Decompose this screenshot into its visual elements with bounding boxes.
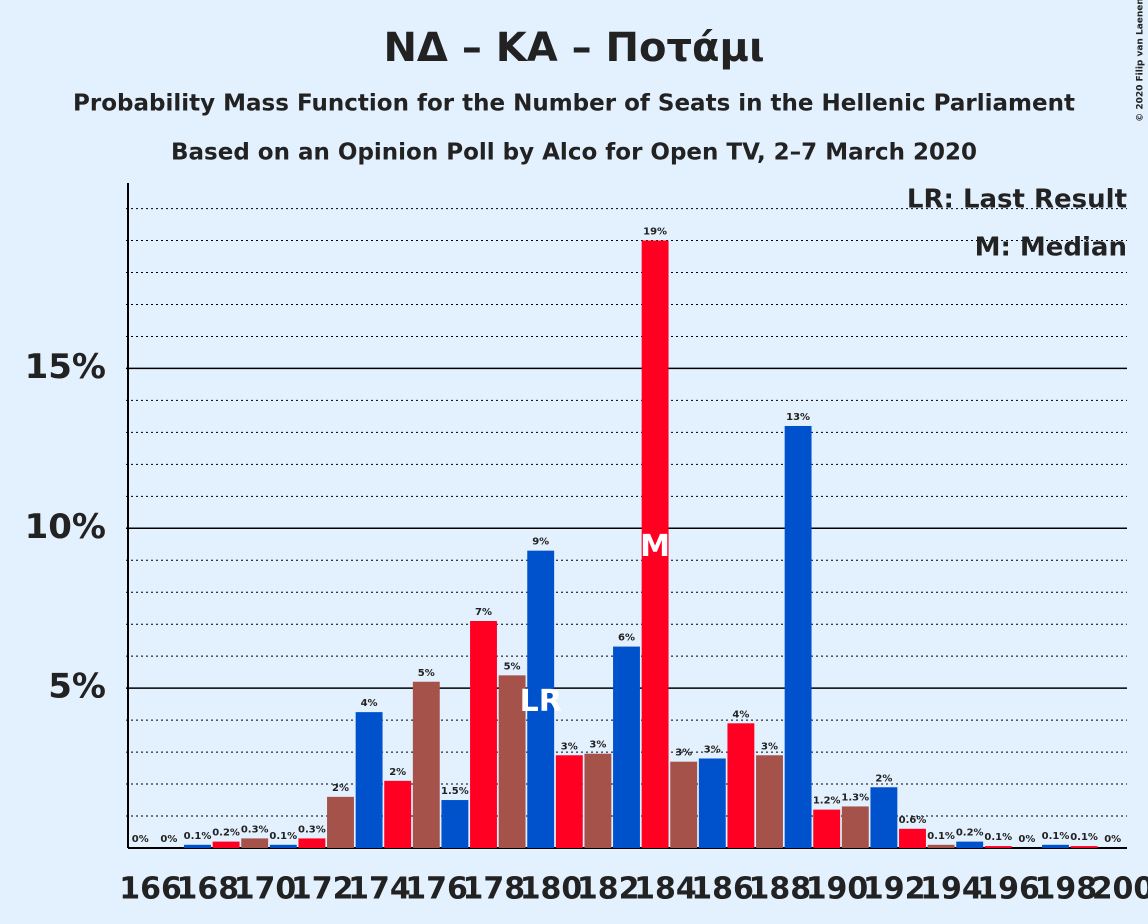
bar [984,846,1012,848]
value-label: 1.5% [441,786,469,797]
copyright: © 2020 Filip van Laenen [1136,0,1146,122]
value-label: 3% [589,740,606,751]
bar [327,796,354,848]
bar [956,841,984,848]
bar [927,844,955,848]
value-label: 13% [786,412,810,423]
bar [756,755,783,848]
bar [698,758,726,848]
x-tick-label: 182 [577,872,640,907]
bar [298,838,326,848]
value-label: 5% [504,661,521,672]
bar [613,646,640,848]
x-tick-label: 178 [462,872,525,907]
x-tick-label: 186 [691,872,754,907]
bar [641,240,669,848]
bar [384,780,412,848]
value-label: 4% [732,709,749,720]
bar [241,838,269,848]
x-tick-label: 190 [806,872,869,907]
bar [184,844,211,848]
value-label: 2% [875,773,892,784]
x-tick-label: 194 [920,872,983,907]
bar [555,755,583,848]
x-tick-label: 172 [291,872,354,907]
bar [441,800,469,848]
bar [527,550,555,848]
bar [355,712,383,848]
x-tick-label: 180 [520,872,583,907]
bar [727,723,755,848]
value-label: 0.2% [212,828,240,839]
value-label: 0% [1104,834,1121,845]
value-label: 0.1% [184,831,212,842]
bar [899,828,926,848]
value-label: 0.6% [899,815,927,826]
x-tick-label: 168 [176,872,239,907]
value-label: 0% [160,834,177,845]
chart-title: ΝΔ – ΚΑ – Ποτάμι [383,25,764,71]
y-tick-label: 15% [25,347,106,387]
value-label: 0.2% [956,828,984,839]
value-label: 0.1% [927,831,955,842]
bar [470,621,497,848]
value-label: 0% [132,834,149,845]
value-label: 6% [618,633,635,644]
bar [412,681,440,848]
x-tick-label: 166 [119,872,182,907]
value-label: 3% [675,748,692,759]
value-label: 19% [643,227,667,238]
x-tick-label: 188 [748,872,811,907]
bar [1042,844,1069,848]
bar [269,844,297,848]
value-label: 9% [532,537,549,548]
value-label: 0.3% [298,824,326,835]
bar [584,753,612,848]
value-label: 2% [389,767,406,778]
value-label: 1.2% [813,796,841,807]
value-label: 0.3% [241,824,269,835]
bar [784,425,812,848]
bar [841,806,869,848]
value-label: 0.1% [1042,831,1070,842]
annotation: LR [520,684,562,719]
chart-subtitle: Probability Mass Function for the Number… [73,91,1075,117]
bar [670,761,698,848]
x-tick-label: 176 [405,872,468,907]
x-tick-label: 170 [234,872,297,907]
value-label: 3% [704,744,721,755]
annotation: M [640,529,670,564]
y-tick-label: 5% [48,667,106,707]
chart-subtitle: Based on an Opinion Poll by Alco for Ope… [171,140,977,166]
value-label: 0.1% [1070,832,1098,843]
x-tick-label: 196 [977,872,1040,907]
value-label: 3% [561,741,578,752]
value-label: 0.1% [984,832,1012,843]
y-tick-label: 10% [25,507,106,547]
legend-entry: M: Median [975,233,1127,263]
bar [498,675,526,848]
value-label: 4% [361,698,378,709]
bar [212,841,240,848]
x-tick-label: 192 [863,872,926,907]
value-label: 7% [475,607,492,618]
x-tick-label: 184 [634,872,697,907]
x-tick-label: 200 [1092,872,1148,907]
value-label: 0.1% [269,831,297,842]
x-tick-label: 198 [1034,872,1097,907]
value-label: 5% [418,668,435,679]
x-tick-label: 174 [348,872,411,907]
legend-entry: LR: Last Result [907,185,1127,215]
bar [1070,846,1098,848]
value-label: 0% [1018,834,1035,845]
bar [870,787,898,848]
bar [813,809,841,848]
value-label: 2% [332,783,349,794]
value-label: 1.3% [841,792,869,803]
value-label: 3% [761,741,778,752]
